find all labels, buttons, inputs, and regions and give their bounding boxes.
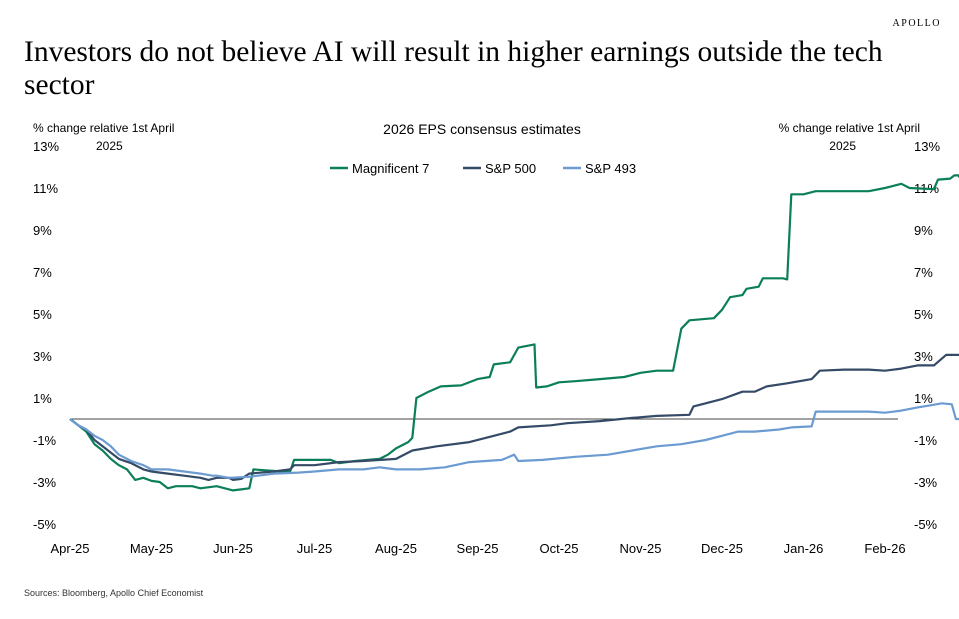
y-tick-right: -1% xyxy=(914,433,938,448)
right-axis-label-line2: 2025 xyxy=(829,139,856,153)
chart-title: 2026 EPS consensus estimates xyxy=(383,121,581,137)
x-tick: Feb-26 xyxy=(864,541,905,556)
x-tick: Aug-25 xyxy=(375,541,417,556)
y-tick-left: -1% xyxy=(33,433,57,448)
y-tick-left: 9% xyxy=(33,223,52,238)
y-tick-left: 11% xyxy=(33,181,58,196)
left-axis-label-line1: % change relative 1st April xyxy=(33,121,174,135)
apollo-logo: APOLLO xyxy=(892,18,941,29)
source-note: Sources: Bloomberg, Apollo Chief Economi… xyxy=(24,588,204,598)
x-tick: Jan-26 xyxy=(784,541,824,556)
y-tick-right: 3% xyxy=(914,349,933,364)
y-axis-right: 13%11%9%7%5%3%1%-1%-3%-5% xyxy=(914,139,940,532)
y-tick-left: -3% xyxy=(33,475,57,490)
legend-label-0: Magnificent 7 xyxy=(352,161,429,176)
page-title: Investors do not believe AI will result … xyxy=(24,36,883,101)
y-tick-right: 13% xyxy=(914,139,940,154)
chart-legend: Magnificent 7 S&P 500 S&P 493 xyxy=(330,161,636,176)
y-tick-right: 9% xyxy=(914,223,933,238)
y-tick-left: 13% xyxy=(33,139,59,154)
legend-label-1: S&P 500 xyxy=(485,161,536,176)
legend-label-2: S&P 493 xyxy=(585,161,636,176)
y-tick-left: 3% xyxy=(33,349,52,364)
y-tick-right: 5% xyxy=(914,307,933,322)
y-tick-right: -3% xyxy=(914,475,938,490)
series-lines xyxy=(69,174,959,492)
x-tick: Jun-25 xyxy=(213,541,253,556)
series-line-1 xyxy=(69,353,959,481)
x-axis: Apr-25 May-25 Jun-25 Jul-25 Aug-25 Sep-25 Oct-… xyxy=(50,541,905,556)
y-tick-left: 7% xyxy=(33,265,52,280)
right-axis-label-line1: % change relative 1st April xyxy=(779,121,920,135)
y-tick-left: 1% xyxy=(33,391,52,406)
x-tick: Oct-25 xyxy=(539,541,578,556)
y-tick-right: 7% xyxy=(914,265,933,280)
x-tick: Sep-25 xyxy=(457,541,499,556)
x-tick: Apr-25 xyxy=(50,541,89,556)
x-tick: Jul-25 xyxy=(297,541,332,556)
series-line-2 xyxy=(69,402,959,479)
y-tick-left: -5% xyxy=(33,517,57,532)
series-line-0 xyxy=(69,174,959,492)
left-axis-label-line2: 2025 xyxy=(96,139,123,153)
y-tick-left: 5% xyxy=(33,307,52,322)
y-axis-left: 13% 11% 9% 7% 5% 3% 1% -1% -3% -5% xyxy=(33,139,59,532)
x-tick: Nov-25 xyxy=(620,541,662,556)
y-tick-right: 1% xyxy=(914,391,933,406)
y-tick-right: -5% xyxy=(914,517,938,532)
x-tick: Dec-25 xyxy=(701,541,743,556)
x-tick: May-25 xyxy=(130,541,173,556)
line-chart: 2026 EPS consensus estimates % change re… xyxy=(33,121,959,556)
